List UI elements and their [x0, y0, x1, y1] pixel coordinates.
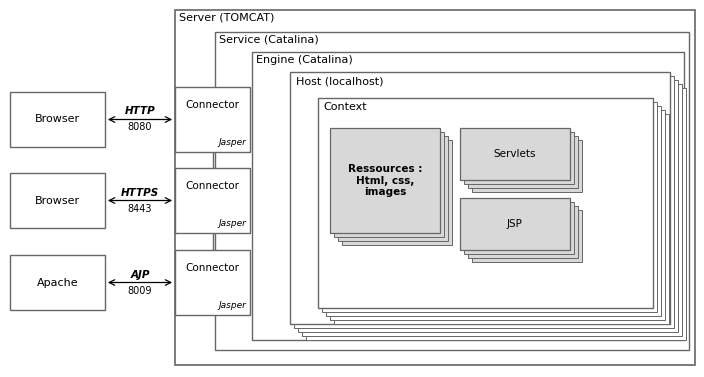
Text: Apache: Apache — [37, 277, 78, 288]
Bar — [322, 102, 657, 312]
Text: Ressources :
Html, css,
images: Ressources : Html, css, images — [348, 164, 422, 197]
Bar — [468, 136, 578, 188]
Bar — [472, 140, 582, 192]
Bar — [468, 206, 578, 258]
Bar — [306, 88, 686, 340]
Bar — [302, 84, 682, 336]
Text: HTTPS: HTTPS — [121, 187, 159, 198]
Bar — [294, 76, 674, 328]
Text: 8080: 8080 — [127, 123, 152, 132]
Bar — [298, 80, 678, 332]
Bar — [175, 168, 250, 233]
Text: 8009: 8009 — [127, 285, 152, 296]
Text: Engine (Catalina): Engine (Catalina) — [256, 55, 353, 65]
Bar — [10, 255, 105, 310]
Text: Jasper: Jasper — [218, 219, 246, 228]
Bar — [338, 136, 448, 241]
Text: Browser: Browser — [35, 196, 80, 205]
Text: Service (Catalina): Service (Catalina) — [219, 35, 319, 45]
Text: AJP: AJP — [130, 270, 150, 279]
Bar — [175, 250, 250, 315]
Bar — [318, 98, 653, 308]
Bar — [334, 114, 669, 324]
Bar — [460, 128, 570, 180]
Bar — [252, 52, 684, 340]
Text: Host (localhost): Host (localhost) — [296, 76, 384, 86]
Text: Connector: Connector — [185, 263, 239, 273]
Text: Browser: Browser — [35, 115, 80, 124]
Text: Jasper: Jasper — [218, 138, 246, 147]
Bar — [215, 32, 689, 350]
Text: Servlets: Servlets — [494, 149, 536, 159]
Bar — [10, 92, 105, 147]
Bar — [290, 72, 670, 324]
Bar — [175, 10, 695, 365]
Text: Context: Context — [323, 102, 367, 112]
Bar — [342, 140, 452, 245]
Text: HTTP: HTTP — [125, 106, 156, 116]
Bar — [472, 210, 582, 262]
Text: 8443: 8443 — [127, 204, 152, 213]
Bar — [330, 128, 440, 233]
Text: Connector: Connector — [185, 100, 239, 110]
Text: JSP: JSP — [507, 219, 523, 229]
Bar — [330, 110, 665, 320]
Bar — [460, 198, 570, 250]
Text: Jasper: Jasper — [218, 301, 246, 310]
Bar — [10, 173, 105, 228]
Text: Connector: Connector — [185, 181, 239, 191]
Bar — [326, 106, 661, 316]
Bar — [175, 87, 250, 152]
Bar — [334, 132, 444, 237]
Bar — [464, 132, 574, 184]
Text: Server (TOMCAT): Server (TOMCAT) — [179, 13, 275, 23]
Bar — [464, 202, 574, 254]
